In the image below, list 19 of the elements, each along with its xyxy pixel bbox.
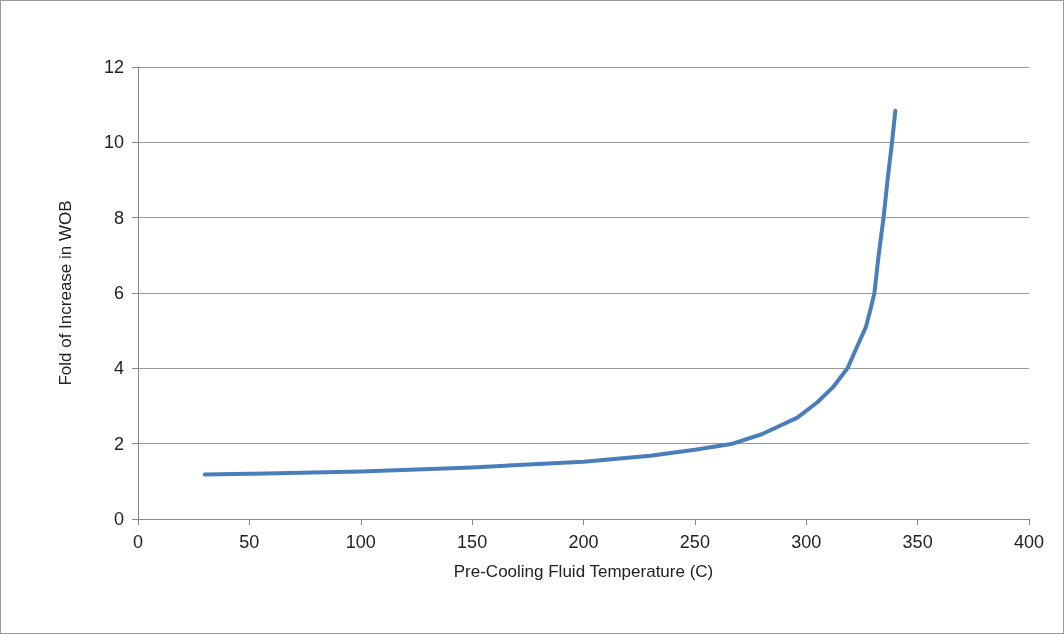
- y-tick-label: 4: [113, 358, 124, 379]
- y-tick-label: 12: [103, 57, 124, 77]
- y-axis-title: Fold of Increase in WOB: [56, 200, 75, 386]
- x-tick-label: 350: [902, 532, 933, 552]
- x-tick-label: 200: [568, 532, 599, 552]
- x-tick-label: 100: [345, 532, 376, 552]
- y-tick-label: 0: [113, 509, 124, 529]
- y-tick-label: 6: [113, 283, 124, 303]
- x-axis-title: Pre-Cooling Fluid Temperature (C): [453, 562, 714, 581]
- x-tick-label: 150: [457, 532, 488, 552]
- y-tick-label: 2: [113, 433, 124, 454]
- x-tick-label: 50: [239, 532, 260, 552]
- y-tick-label: 8: [113, 207, 124, 228]
- x-tick-label: 250: [679, 532, 710, 552]
- x-tick-label: 0: [132, 532, 144, 552]
- y-tick-label: 10: [103, 132, 124, 153]
- x-tick-label: 300: [791, 532, 822, 552]
- x-tick-label: 400: [1013, 532, 1045, 552]
- line-series: [202, 108, 898, 477]
